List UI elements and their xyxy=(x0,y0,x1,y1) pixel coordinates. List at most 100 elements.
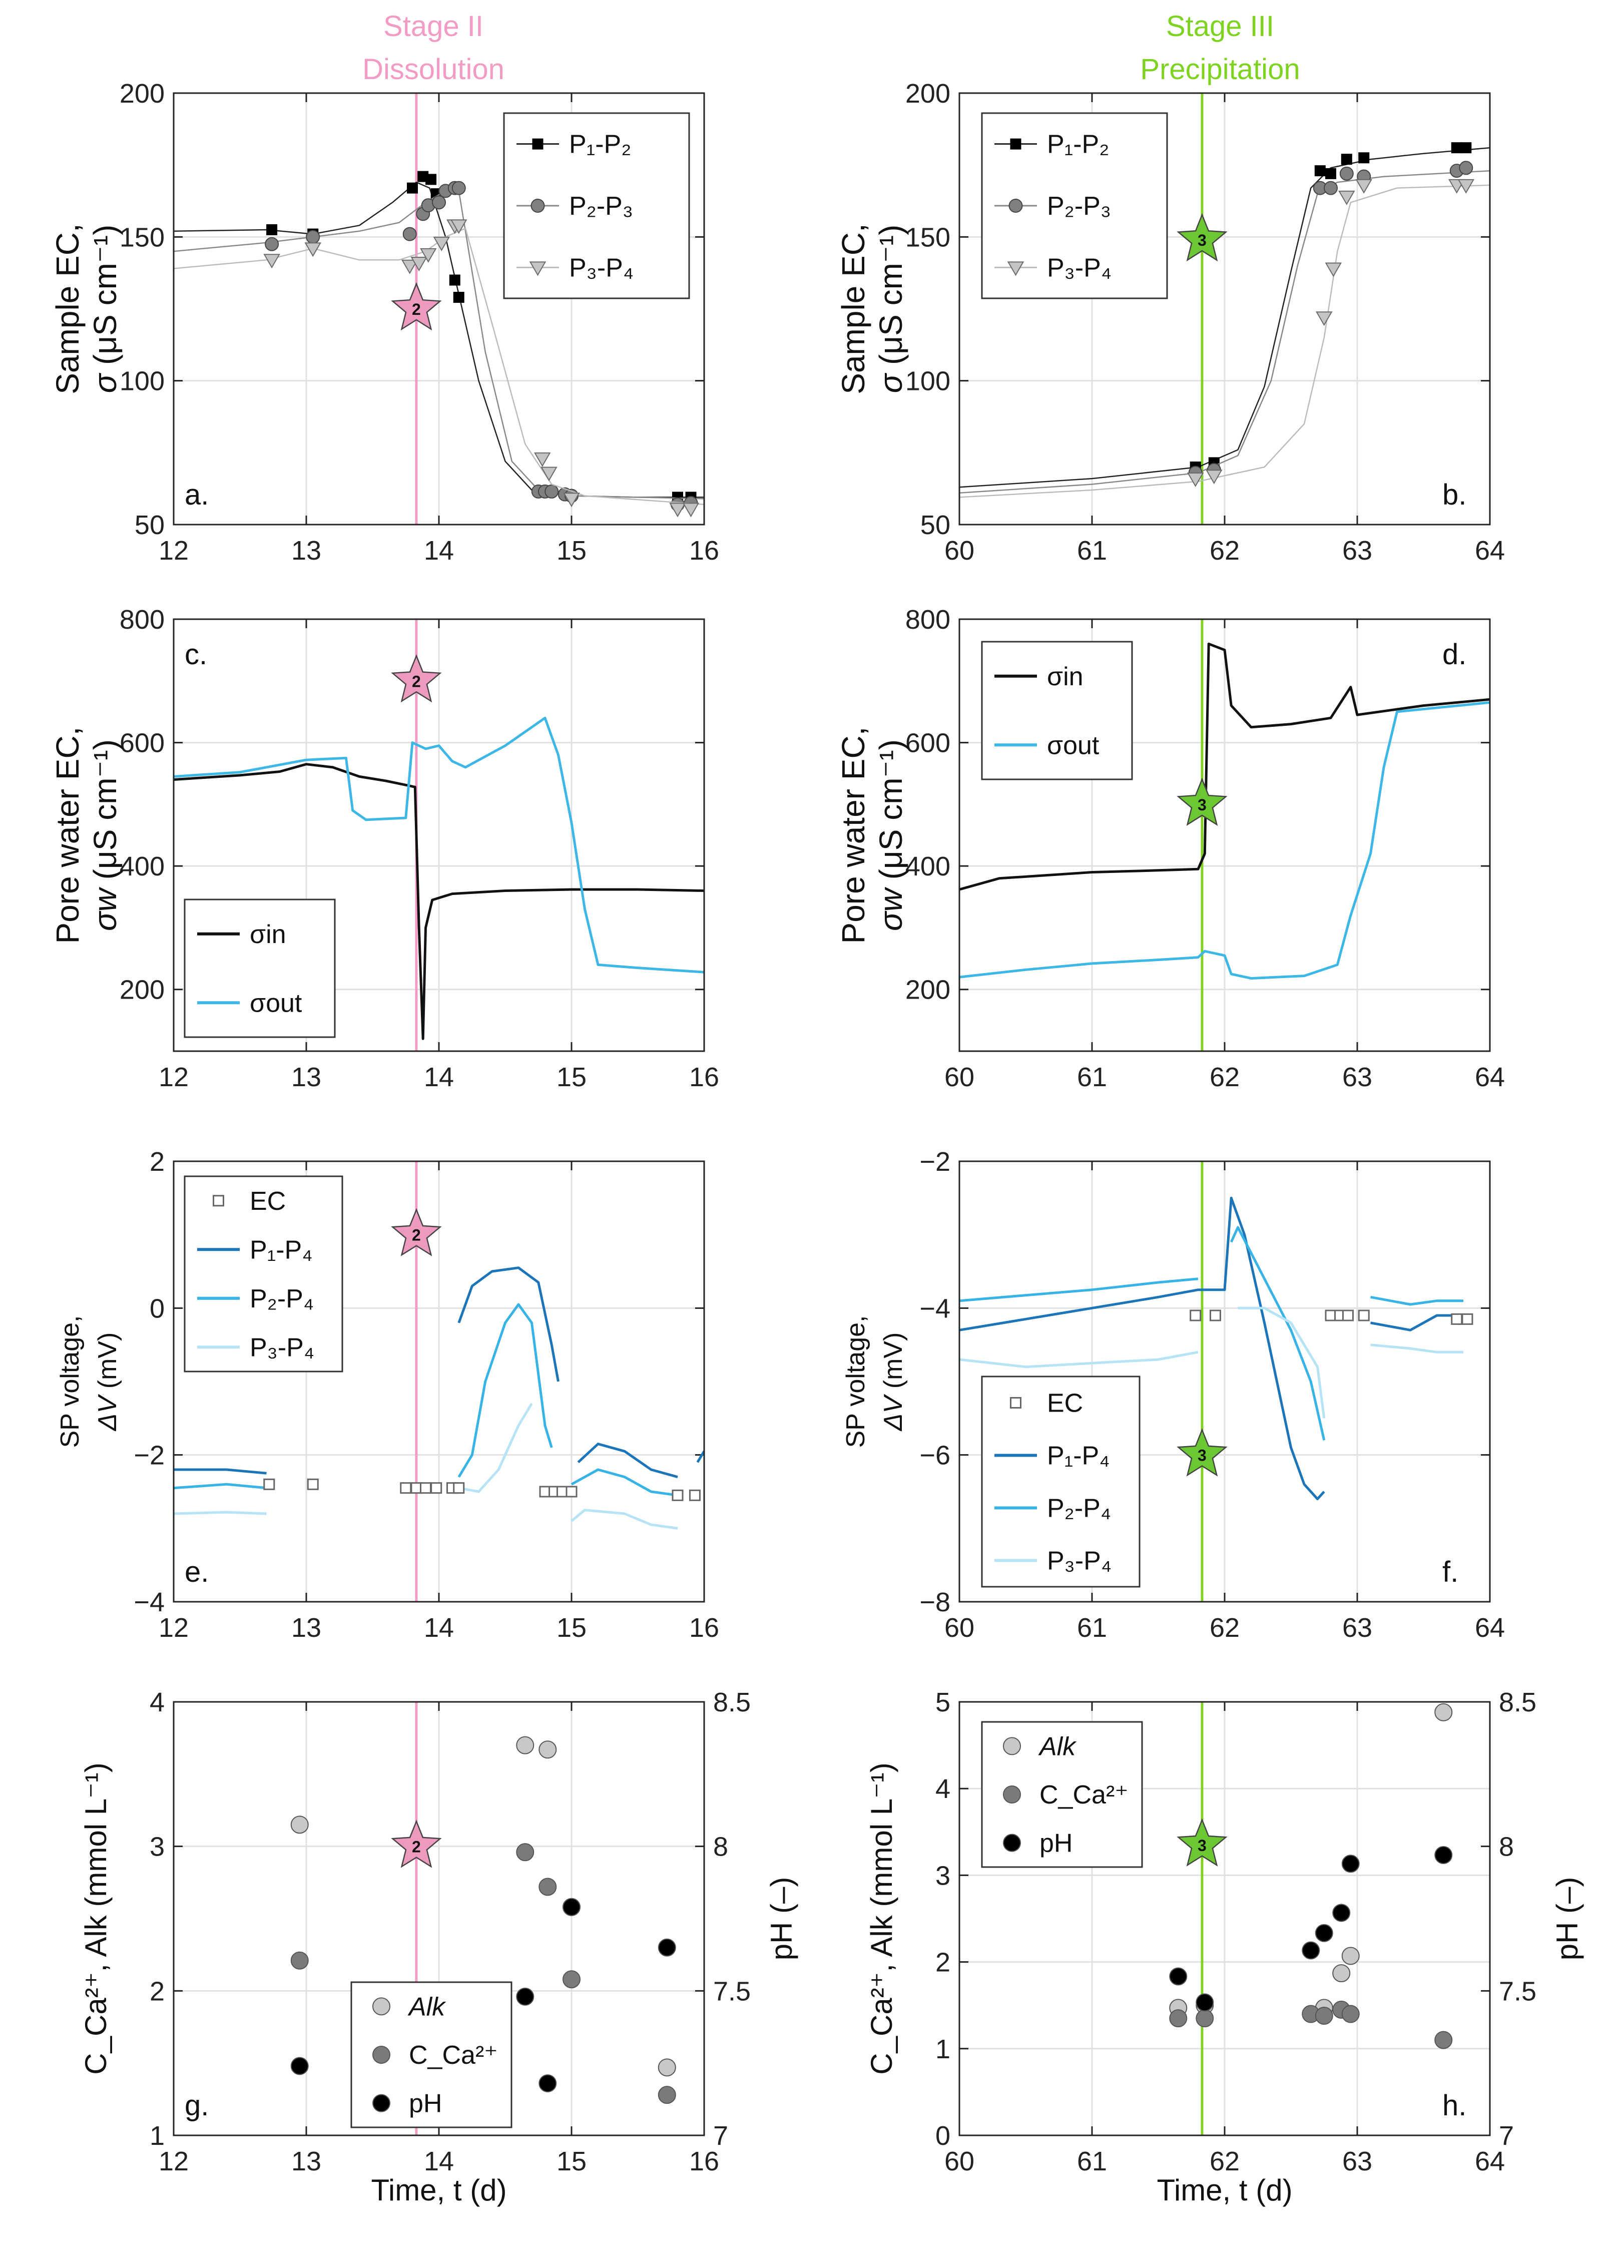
x-tick-label: 16 xyxy=(689,1062,719,1092)
x-tick-label: 15 xyxy=(557,1062,587,1092)
x-tick-label: 13 xyxy=(291,2146,321,2176)
panel-letter: f. xyxy=(1442,1556,1458,1588)
x-tick-label: 60 xyxy=(944,1613,974,1643)
series-line-1 xyxy=(959,642,1490,891)
series-line-3 xyxy=(959,1350,1199,1369)
scatter-point-1 xyxy=(290,1816,309,1834)
data-point-triangle xyxy=(450,219,467,234)
y-axis-label: Sample EC, xyxy=(50,223,86,394)
data-point-triangle xyxy=(1457,179,1475,194)
legend: EC P₁-P₄ P₂-P₄ P₃-P₄ xyxy=(981,1376,1141,1588)
y-right-tick-label: 7.5 xyxy=(1499,1976,1536,2006)
x-tick-label: 61 xyxy=(1077,1613,1107,1643)
x-tick-label: 12 xyxy=(159,1613,189,1643)
scatter-point-1 xyxy=(516,1736,534,1754)
scatter-point-3 xyxy=(1169,1967,1188,1986)
y-axis-symbol: σ xyxy=(87,372,123,393)
y-right-tick-label: 8.5 xyxy=(1499,1687,1536,1717)
series-line-3 xyxy=(1238,1306,1326,1419)
legend-label: P₁-P₄ xyxy=(250,1235,312,1264)
panel-e: 12 13 14 15 16 −4 −2 0 2 2 e. SP voltage, ΔV (mV) EC P… xyxy=(56,1147,719,1643)
ec-point xyxy=(689,1489,701,1501)
stage-star-label: 3 xyxy=(1198,231,1207,249)
y-axis-units: (μS cm⁻¹) xyxy=(873,739,909,888)
scatter-point-3 xyxy=(1332,1904,1351,1922)
data-point-circle xyxy=(432,195,446,210)
y-tick-label: 400 xyxy=(905,851,950,881)
data-layer xyxy=(959,642,1490,980)
y-axis-units: (μS cm⁻¹) xyxy=(87,739,123,888)
x-tick-label: 14 xyxy=(424,2146,454,2176)
y-axis-label-units: σ (μS cm⁻¹) xyxy=(87,225,123,393)
axis-frame xyxy=(173,92,705,526)
x-tick-label: 12 xyxy=(159,1062,189,1092)
stage-title-left-line2: Dissolution xyxy=(362,53,504,86)
data-point-triangle xyxy=(1338,190,1355,205)
ec-point xyxy=(430,1482,442,1494)
axis-frame xyxy=(958,618,1491,1052)
ec-point xyxy=(410,1482,422,1494)
legend-label: P₃-P₄ xyxy=(569,253,634,282)
stage-star-label: 2 xyxy=(412,672,421,690)
data-point-square xyxy=(1460,142,1472,154)
y-axis-label: SP voltage, xyxy=(841,1315,870,1448)
y-right-tick-label: 8 xyxy=(713,1832,728,1862)
series-line-2 xyxy=(174,1483,267,1490)
legend-label: Alk xyxy=(407,1992,446,2021)
legend-label: P₃-P₄ xyxy=(250,1333,314,1362)
axis-frame xyxy=(958,1160,1491,1603)
legend-label: P₂-P₄ xyxy=(1047,1494,1111,1523)
series-line-2 xyxy=(1230,1226,1326,1441)
x-tick-label: 62 xyxy=(1210,1062,1240,1092)
ec-point xyxy=(672,1489,684,1501)
y-tick-label: 100 xyxy=(905,366,950,396)
y-axis-symbol: ΔV xyxy=(93,1394,122,1432)
data-point-square xyxy=(1314,165,1326,177)
series-line-3 xyxy=(174,1511,267,1515)
panel-f: 60 61 62 63 64 −8 −6 −4 −2 3 f. SP voltage, ΔV (mV) E… xyxy=(841,1147,1505,1643)
x-tick-label: 61 xyxy=(1077,536,1107,566)
panel-letter: a. xyxy=(185,479,209,511)
stage-star-label: 2 xyxy=(412,300,421,318)
stage-star-label: 2 xyxy=(412,1838,421,1856)
legend-key-marker xyxy=(1003,1834,1021,1852)
stage-star-icon xyxy=(391,1208,442,1256)
y-axis-label-units: σw (μS cm⁻¹) xyxy=(87,739,123,931)
legend: Alk C_Ca²⁺ pH xyxy=(981,1721,1143,1868)
scatter-point-3 xyxy=(1341,1855,1360,1873)
y-tick-label: −6 xyxy=(919,1441,950,1471)
x-tick-label: 64 xyxy=(1475,2146,1505,2176)
x-tick-label: 15 xyxy=(557,536,587,566)
y-tick-label: −4 xyxy=(134,1587,165,1617)
y-axis-label-left: C_Ca²⁺, Alk (mmol L⁻¹) xyxy=(79,1762,113,2074)
ec-point xyxy=(453,1482,465,1494)
ec-point xyxy=(1451,1313,1463,1325)
series-line-3 xyxy=(1370,1343,1463,1353)
y-tick-label: 1 xyxy=(150,2121,165,2151)
data-point-square xyxy=(407,182,418,194)
legend-key-marker xyxy=(213,1195,224,1207)
series-line-3 xyxy=(571,1509,678,1530)
ec-point xyxy=(263,1478,275,1490)
stage-star-label: 3 xyxy=(1198,796,1207,814)
data-layer xyxy=(959,1196,1473,1501)
series-line-1 xyxy=(1370,1314,1463,1331)
legend-key-marker xyxy=(1010,1397,1021,1409)
y-right-tick-label: 7 xyxy=(1499,2121,1514,2151)
legend-key-marker xyxy=(372,2094,390,2112)
y-tick-label: 50 xyxy=(135,510,165,540)
legend-key-marker xyxy=(1003,1785,1021,1803)
data-point-triangle xyxy=(410,257,427,272)
x-tick-label: 15 xyxy=(557,2146,587,2176)
legend-label: P₃-P₄ xyxy=(1047,253,1112,282)
y-tick-label: 800 xyxy=(905,605,950,635)
data-point-triangle xyxy=(533,452,551,467)
legend-label: EC xyxy=(250,1187,286,1216)
y-axis-label: SP voltage, xyxy=(56,1315,85,1448)
series-line-3 xyxy=(959,184,1490,498)
data-point-triangle xyxy=(401,259,418,274)
data-layer xyxy=(959,142,1490,498)
legend-box xyxy=(184,898,336,1038)
ec-point xyxy=(1190,1309,1202,1321)
